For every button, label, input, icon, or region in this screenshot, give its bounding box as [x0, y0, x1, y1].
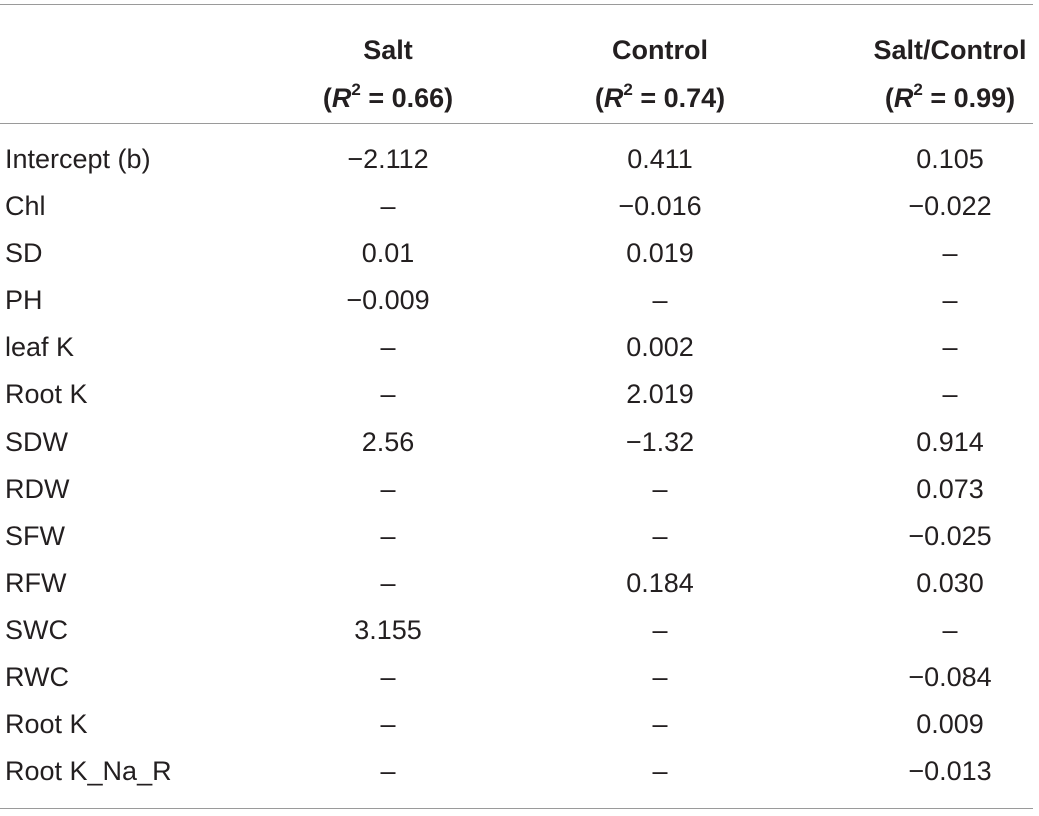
row-label: RWC	[5, 662, 69, 693]
row-label: Root K	[5, 709, 88, 740]
header-salt-r2: (R2 = 0.66)	[322, 80, 454, 113]
control-value: −0.016	[618, 191, 702, 222]
salt-control-value: 0.009	[916, 709, 984, 740]
salt-control-value: –	[942, 332, 958, 363]
row-label: PH	[5, 285, 43, 316]
table-row: Root K_Na_R – – −0.013	[0, 748, 1039, 795]
table-row: RDW – – 0.073	[0, 466, 1039, 513]
control-value: −1.32	[625, 426, 695, 457]
salt-value: 0.01	[361, 238, 415, 269]
header-salt-name: Salt	[363, 35, 413, 65]
table-row: RWC – – −0.084	[0, 654, 1039, 701]
salt-control-value: 0.105	[916, 144, 984, 174]
salt-control-value: –	[942, 379, 958, 410]
control-value: –	[652, 520, 668, 551]
salt-value: 3.155	[354, 614, 422, 645]
table-row: SDW 2.56 −1.32 0.914	[0, 419, 1039, 466]
control-value: 0.019	[626, 238, 694, 269]
row-label: Chl	[5, 191, 46, 222]
salt-value: –	[380, 756, 396, 787]
table-row: Root K – 2.019 –	[0, 371, 1039, 418]
table-row: Chl – −0.016 −0.022	[0, 183, 1039, 230]
header-salt-control-name: Salt/Control	[873, 35, 1027, 65]
salt-value: –	[380, 662, 396, 693]
control-value: –	[652, 709, 668, 740]
row-label: SDW	[5, 426, 68, 457]
salt-value: –	[380, 520, 396, 551]
salt-control-value: −0.025	[908, 520, 992, 551]
salt-control-value: 0.914	[916, 426, 984, 457]
row-label: SWC	[5, 614, 68, 645]
row-label: RFW	[5, 567, 67, 598]
row-label: Intercept (b)	[5, 144, 151, 174]
control-value: 0.411	[627, 144, 693, 174]
salt-control-value: −0.013	[908, 756, 992, 787]
control-value: –	[652, 473, 668, 504]
control-value: 2.019	[626, 379, 694, 410]
table-row: SD 0.01 0.019 –	[0, 230, 1039, 277]
header-control-r2: (R2 = 0.74)	[594, 80, 726, 113]
header-rule	[0, 123, 1033, 124]
table-row: leaf K – 0.002 –	[0, 324, 1039, 371]
salt-control-value: –	[942, 238, 958, 269]
header-control-name: Control	[612, 35, 708, 65]
salt-value: −2.112	[347, 144, 429, 174]
salt-control-value: −0.084	[908, 662, 992, 693]
salt-value: –	[380, 473, 396, 504]
bottom-rule	[0, 808, 1033, 809]
table-row: Root K – – 0.009	[0, 701, 1039, 748]
row-label: SD	[5, 238, 43, 269]
header-control: Control (R2 = 0.74)	[540, 26, 780, 122]
salt-value: –	[380, 379, 396, 410]
salt-control-value: –	[942, 614, 958, 645]
table-row: RFW – 0.184 0.030	[0, 560, 1039, 607]
salt-control-value: 0.030	[916, 567, 984, 598]
salt-value: –	[380, 709, 396, 740]
table-row: PH −0.009 – –	[0, 277, 1039, 324]
control-value: 0.184	[626, 567, 694, 598]
row-label: RDW	[5, 473, 70, 504]
row-label: Root K	[5, 379, 88, 410]
table-row: SFW – – −0.025	[0, 513, 1039, 560]
row-label: Root K_Na_R	[5, 756, 172, 787]
salt-control-value: –	[942, 285, 958, 316]
control-value: –	[652, 614, 668, 645]
row-label: leaf K	[5, 332, 75, 363]
salt-value: 2.56	[361, 426, 415, 457]
table-header: Salt (R2 = 0.66) Control (R2 = 0.74) Sal…	[0, 26, 1039, 116]
salt-value: −0.009	[346, 285, 430, 316]
top-rule	[0, 4, 1033, 5]
salt-control-value: −0.022	[908, 191, 992, 222]
control-value: –	[652, 285, 668, 316]
header-salt-control: Salt/Control (R2 = 0.99)	[830, 26, 1039, 122]
control-value: –	[652, 756, 668, 787]
table-row: SWC 3.155 – –	[0, 607, 1039, 654]
control-value: –	[652, 662, 668, 693]
table-body: Intercept (b) −2.112 0.411 0.105 Chl – −0.016 −…	[0, 136, 1039, 795]
salt-value: –	[380, 332, 396, 363]
salt-value: –	[380, 567, 396, 598]
table-row: Intercept (b) −2.112 0.411 0.105	[0, 136, 1039, 183]
row-label: SFW	[5, 520, 65, 551]
salt-control-value: 0.073	[916, 473, 984, 504]
salt-value: –	[380, 191, 396, 222]
header-salt-control-r2: (R2 = 0.99)	[884, 80, 1016, 113]
header-salt: Salt (R2 = 0.66)	[268, 26, 508, 122]
control-value: 0.002	[626, 332, 694, 363]
